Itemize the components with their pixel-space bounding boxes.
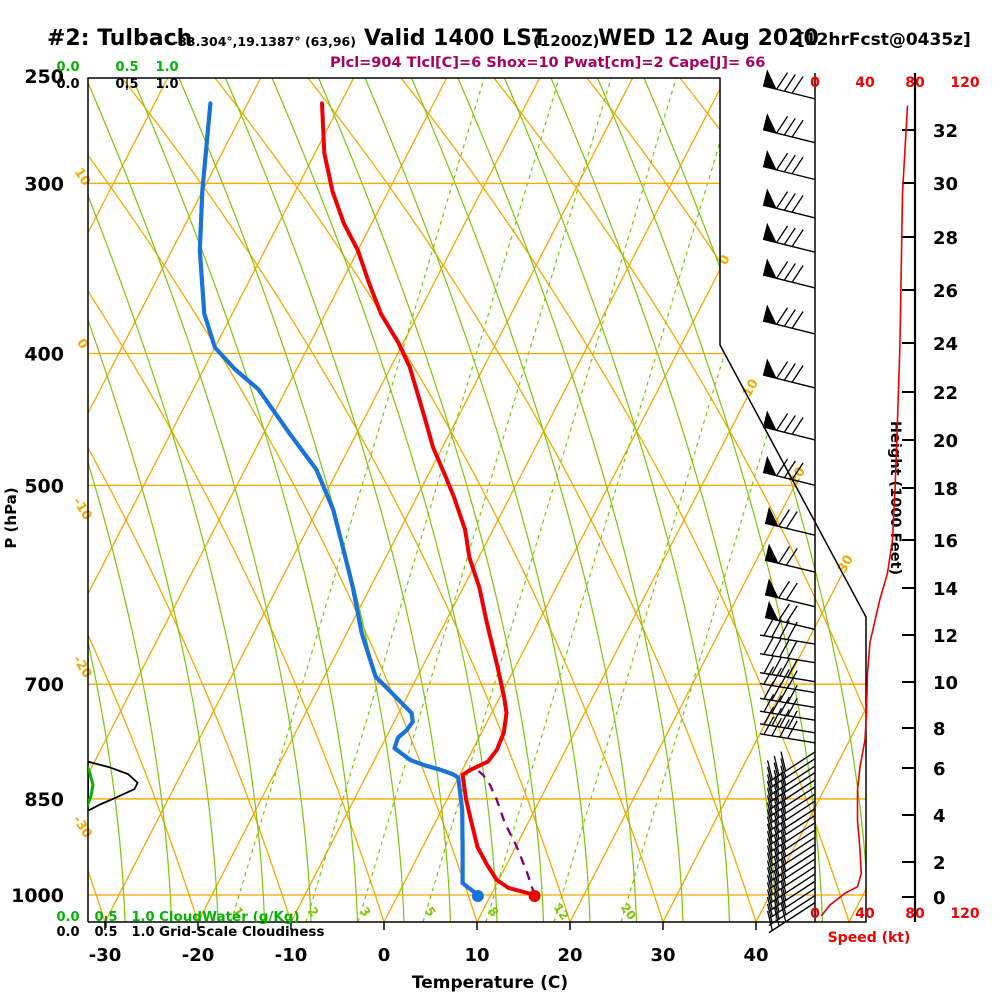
stability-stats: Plcl=904 Tlcl[C]=6 Shox=10 Pwat[cm]=2 Ca… — [330, 55, 766, 71]
svg-text:0: 0 — [810, 906, 820, 922]
station-title: #2: Tulbach — [47, 26, 193, 51]
svg-text:30: 30 — [650, 945, 675, 966]
svg-text:28: 28 — [933, 228, 958, 249]
svg-text:120: 120 — [950, 75, 979, 91]
svg-text:26: 26 — [933, 281, 958, 302]
valid-date: WED 12 Aug 2020 — [598, 26, 819, 51]
surface-dewpoint-dot — [471, 890, 484, 902]
svg-text:-30: -30 — [89, 945, 122, 966]
svg-text:80: 80 — [905, 75, 925, 91]
svg-text:700: 700 — [24, 674, 64, 696]
svg-text:0.5: 0.5 — [94, 910, 117, 925]
svg-text:40: 40 — [855, 75, 875, 91]
svg-text:40: 40 — [855, 906, 875, 922]
parcel-path-dashed — [474, 767, 536, 896]
svg-text:5: 5 — [422, 904, 438, 919]
svg-text:10: 10 — [464, 945, 489, 966]
svg-text:10: 10 — [71, 165, 93, 188]
plot-border — [87, 77, 867, 930]
station-coords: -33.304°,19.1387° (63,96) — [173, 34, 356, 49]
svg-text:8: 8 — [933, 719, 946, 740]
svg-text:10: 10 — [933, 673, 958, 694]
skewt-grid — [88, 78, 866, 922]
svg-text:8: 8 — [485, 904, 501, 919]
axis-labels: 250 300 400 500 700 850 1000 P (hPa) -30 -20 -10 0 1… — [2, 60, 769, 993]
svg-text:2: 2 — [305, 904, 321, 919]
svg-text:1.0: 1.0 — [131, 925, 154, 940]
svg-text:32: 32 — [933, 121, 958, 142]
svg-text:30: 30 — [933, 174, 958, 195]
temperature-curve — [320, 101, 537, 897]
dewpoint-curve — [197, 101, 480, 898]
cloud-profiles — [88, 85, 139, 897]
forecast-tag: [12hrFcst@0435z] — [797, 30, 971, 50]
svg-text:40: 40 — [743, 945, 768, 966]
svg-text:20: 20 — [557, 945, 582, 966]
valid-time: Valid 1400 LST — [364, 26, 547, 51]
svg-text:120: 120 — [950, 906, 979, 922]
svg-text:-20: -20 — [182, 945, 215, 966]
svg-text:0.5: 0.5 — [115, 60, 138, 75]
svg-text:2: 2 — [933, 853, 946, 874]
svg-text:P (hPa): P (hPa) — [2, 487, 20, 548]
svg-text:500: 500 — [24, 475, 64, 497]
svg-text:Grid-Scale Cloudiness: Grid-Scale Cloudiness — [159, 924, 325, 940]
valid-time-z: (1200Z) — [533, 32, 600, 50]
svg-text:-10: -10 — [275, 945, 308, 966]
svg-text:0.5: 0.5 — [94, 925, 117, 940]
svg-text:0: 0 — [378, 945, 391, 966]
svg-text:0.5: 0.5 — [115, 77, 138, 92]
wind-speed-curve — [820, 105, 909, 917]
svg-text:22: 22 — [933, 383, 958, 404]
svg-text:0.0: 0.0 — [56, 910, 79, 925]
wind-barbs — [759, 69, 816, 934]
svg-text:3: 3 — [357, 904, 373, 919]
svg-text:Speed (kt): Speed (kt) — [828, 930, 911, 946]
surface-temp-dot — [528, 890, 541, 902]
svg-text:1.0: 1.0 — [155, 77, 178, 92]
svg-text:250: 250 — [24, 66, 64, 88]
svg-text:0: 0 — [810, 75, 820, 91]
svg-text:400: 400 — [24, 343, 64, 365]
svg-text:20: 20 — [933, 431, 958, 452]
svg-text:1.0: 1.0 — [155, 60, 178, 75]
svg-text:0: 0 — [933, 888, 946, 909]
svg-text:300: 300 — [24, 173, 64, 195]
svg-text:-10: -10 — [69, 495, 94, 523]
svg-text:24: 24 — [933, 334, 958, 355]
svg-text:80: 80 — [905, 906, 925, 922]
svg-text:0.0: 0.0 — [56, 77, 79, 92]
svg-text:6: 6 — [933, 759, 946, 780]
svg-text:CloudWater (g/Kg): CloudWater (g/Kg) — [159, 909, 300, 925]
svg-text:18: 18 — [933, 479, 958, 500]
svg-text:0.0: 0.0 — [56, 60, 79, 75]
svg-text:4: 4 — [933, 806, 946, 827]
svg-text:850: 850 — [24, 789, 64, 811]
sounding-curves — [197, 101, 541, 902]
svg-text:Temperature (C): Temperature (C) — [412, 973, 568, 993]
svg-text:14: 14 — [933, 579, 958, 600]
svg-text:1.0: 1.0 — [131, 910, 154, 925]
svg-text:0.0: 0.0 — [56, 925, 79, 940]
svg-text:-30: -30 — [69, 813, 94, 841]
svg-text:16: 16 — [933, 531, 958, 552]
svg-text:12: 12 — [933, 626, 958, 647]
svg-text:1000: 1000 — [11, 885, 64, 907]
